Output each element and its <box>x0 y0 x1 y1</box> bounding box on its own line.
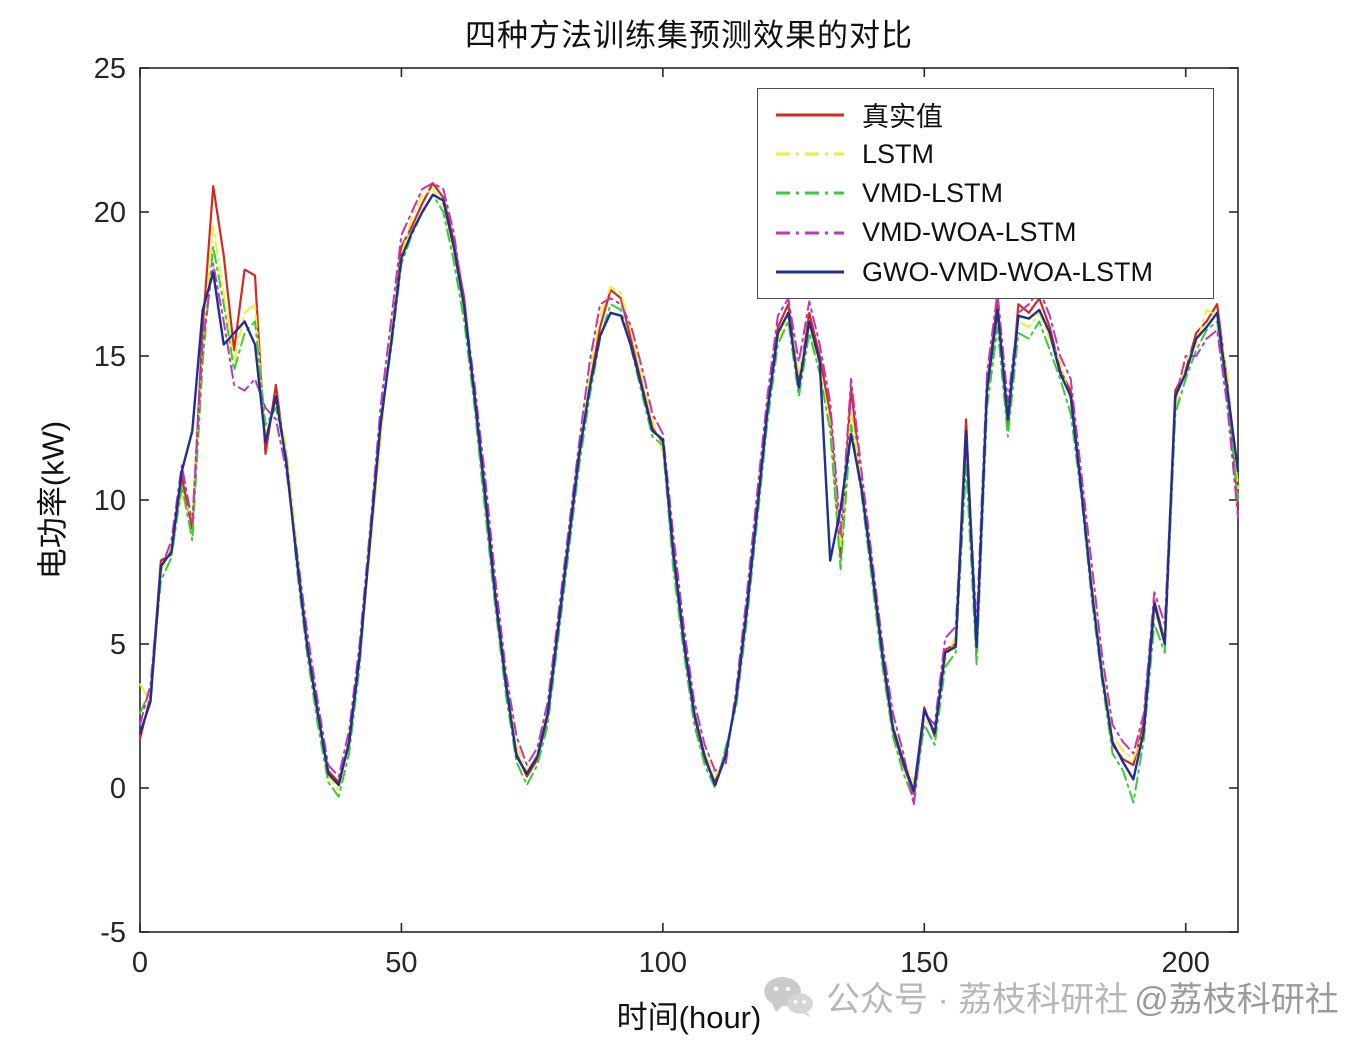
legend: 真实值 LSTM VMD-LSTM VMD-WOA-LSTM GWO-VMD-W… <box>757 88 1214 299</box>
legend-label: VMD-LSTM <box>862 177 1003 208</box>
series-line-4 <box>138 193 1240 793</box>
y-tick-label: 15 <box>94 341 126 373</box>
legend-label: 真实值 <box>862 102 943 133</box>
legend-line-sample <box>776 270 844 274</box>
legend-label: LSTM <box>862 138 935 169</box>
legend-line-sample <box>776 191 844 195</box>
legend-item-lstm: LSTM <box>774 135 1203 173</box>
y-tick-label: 25 <box>94 53 126 85</box>
y-tick-label: 10 <box>94 485 126 517</box>
legend-item-gwo-vmd-woa-lstm: GWO-VMD-WOA-LSTM <box>774 253 1203 291</box>
legend-line-sample <box>776 152 844 156</box>
y-tick-label: 0 <box>110 773 126 805</box>
legend-label: VMD-WOA-LSTM <box>862 217 1077 248</box>
x-tick-label: 100 <box>639 947 687 979</box>
y-tick-label: 5 <box>110 629 126 661</box>
x-tick-label: 50 <box>385 947 417 979</box>
series-line-3 <box>139 182 1239 807</box>
y-axis-label: 电功率(kW) <box>35 420 71 580</box>
legend-item-vmd-woa-lstm: VMD-WOA-LSTM <box>774 214 1203 252</box>
series-line-2 <box>139 193 1239 804</box>
y-tick-label: 20 <box>94 197 126 229</box>
x-axis-label: 时间(hour) <box>616 1000 762 1035</box>
x-tick-label: 0 <box>132 947 148 979</box>
legend-line-sample <box>776 231 844 235</box>
legend-item-true-value: 真实值 <box>774 96 1203 134</box>
y-tick-label: -5 <box>100 917 126 949</box>
x-tick-label: 150 <box>900 947 948 979</box>
legend-line-sample <box>776 113 844 117</box>
legend-item-vmd-lstm: VMD-LSTM <box>774 174 1203 212</box>
x-tick-label: 200 <box>1162 947 1210 979</box>
legend-label: GWO-VMD-WOA-LSTM <box>862 256 1153 287</box>
chart-title: 四种方法训练集预测效果的对比 <box>465 18 913 53</box>
